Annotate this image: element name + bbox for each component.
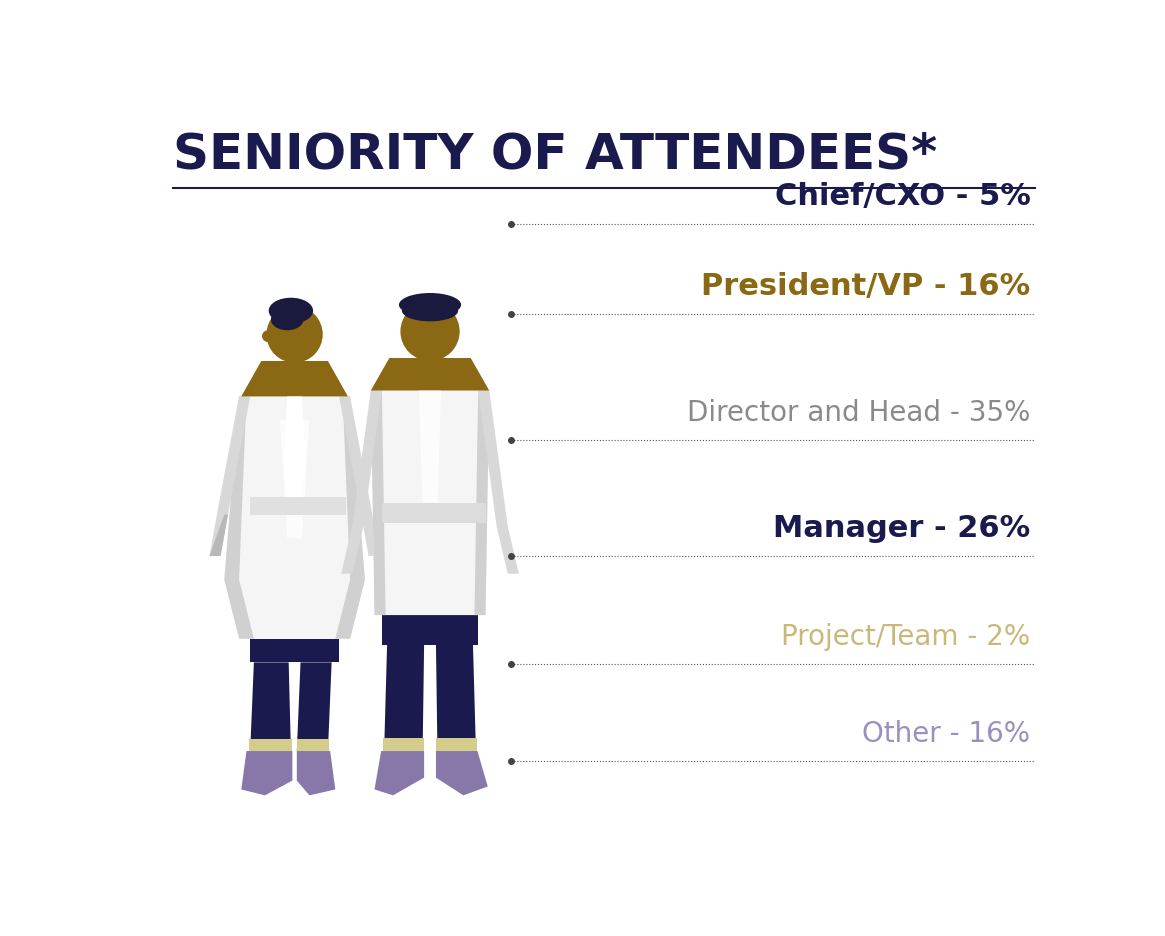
Text: Manager - 26%: Manager - 26% <box>774 514 1031 543</box>
Polygon shape <box>336 397 365 638</box>
Text: President/VP - 16%: President/VP - 16% <box>701 272 1031 301</box>
Polygon shape <box>474 390 489 615</box>
Polygon shape <box>382 738 424 751</box>
Polygon shape <box>250 497 346 515</box>
Polygon shape <box>382 503 486 523</box>
Polygon shape <box>436 751 488 796</box>
Polygon shape <box>421 361 439 373</box>
Polygon shape <box>370 390 489 615</box>
Polygon shape <box>384 645 424 751</box>
Polygon shape <box>419 390 442 509</box>
Polygon shape <box>370 390 386 615</box>
Polygon shape <box>382 615 478 645</box>
Ellipse shape <box>271 309 304 330</box>
Polygon shape <box>225 397 254 638</box>
Polygon shape <box>210 397 250 556</box>
Polygon shape <box>210 515 228 556</box>
Polygon shape <box>341 390 382 574</box>
Polygon shape <box>297 739 330 751</box>
Polygon shape <box>283 397 305 509</box>
Polygon shape <box>241 361 348 397</box>
Polygon shape <box>297 663 332 751</box>
Ellipse shape <box>267 306 323 363</box>
Polygon shape <box>250 663 291 751</box>
Ellipse shape <box>269 298 313 324</box>
Text: Other - 16%: Other - 16% <box>862 720 1031 748</box>
Polygon shape <box>478 390 518 574</box>
Polygon shape <box>225 397 365 638</box>
Polygon shape <box>280 420 310 538</box>
Polygon shape <box>241 751 292 796</box>
Polygon shape <box>374 751 424 796</box>
Text: Project/Team - 2%: Project/Team - 2% <box>782 622 1031 651</box>
Text: SENIORITY OF ATTENDEES*: SENIORITY OF ATTENDEES* <box>172 130 937 179</box>
Ellipse shape <box>402 300 458 321</box>
Polygon shape <box>436 738 478 751</box>
Ellipse shape <box>401 302 460 361</box>
Polygon shape <box>250 638 339 663</box>
Polygon shape <box>370 358 489 390</box>
Polygon shape <box>285 363 304 373</box>
Ellipse shape <box>398 293 461 316</box>
Polygon shape <box>339 397 380 556</box>
Polygon shape <box>248 739 292 751</box>
Ellipse shape <box>262 330 274 342</box>
Polygon shape <box>436 645 476 751</box>
Polygon shape <box>297 751 336 796</box>
Text: Chief/CXO - 5%: Chief/CXO - 5% <box>775 183 1031 211</box>
Text: Director and Head - 35%: Director and Head - 35% <box>687 400 1031 427</box>
